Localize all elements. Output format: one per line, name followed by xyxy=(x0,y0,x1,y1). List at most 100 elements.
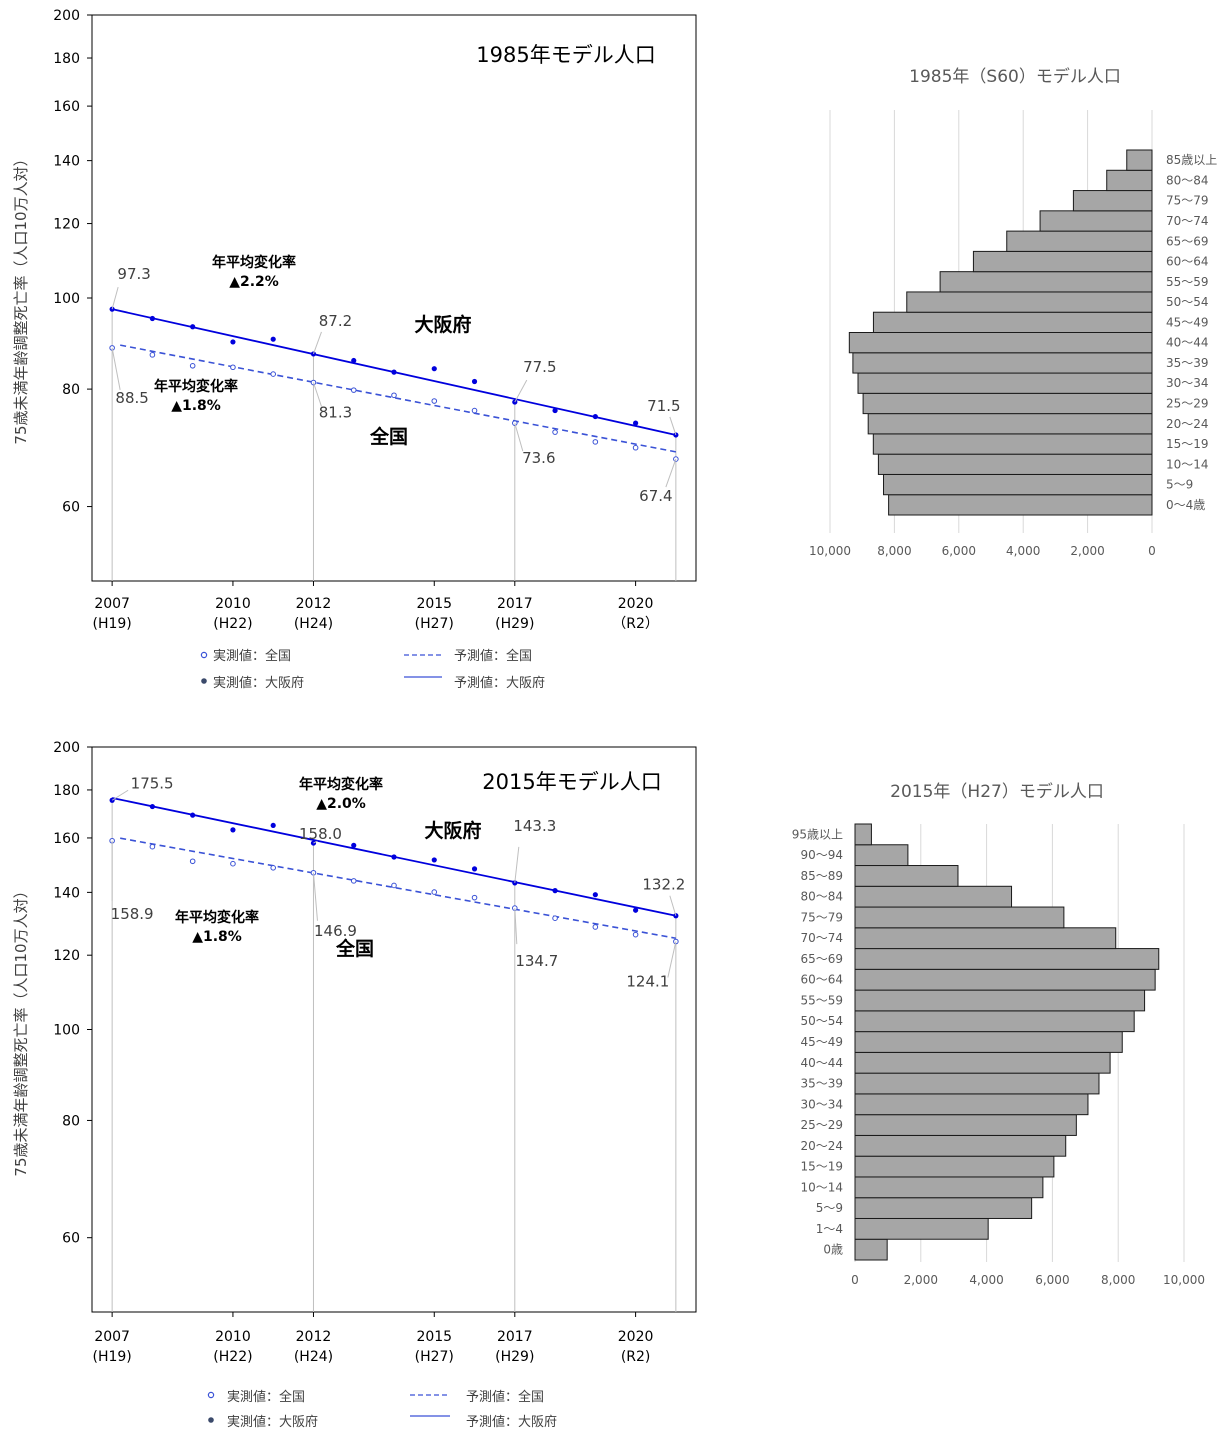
category-label: 40～44 xyxy=(1166,336,1209,350)
point-osaka xyxy=(230,339,236,345)
point-national xyxy=(632,444,639,451)
population-bar xyxy=(883,473,1153,496)
legend-marker-observed-osaka xyxy=(201,678,207,684)
population-bar xyxy=(872,311,1153,334)
point-national xyxy=(632,931,639,938)
point-osaka xyxy=(109,797,115,803)
category-label: 40～44 xyxy=(800,1056,843,1070)
population-bar xyxy=(854,989,1146,1012)
category-label: 15～19 xyxy=(1166,437,1209,451)
point-osaka xyxy=(190,812,196,818)
x-tick-year: 2017 xyxy=(497,1329,533,1345)
legend-marker-observed-national xyxy=(207,1391,215,1399)
population-bar xyxy=(854,906,1065,929)
chart-title: 1985年モデル人口 xyxy=(476,43,655,67)
data-label: 71.5 xyxy=(647,397,680,415)
point-national xyxy=(431,398,438,404)
x-tick-era: (H24) xyxy=(294,1349,333,1365)
point-osaka xyxy=(633,420,639,426)
point-osaka xyxy=(391,854,397,860)
x-tick-label: 10,000 xyxy=(1163,1273,1205,1287)
point-national xyxy=(270,371,277,377)
y-tick-label: 80 xyxy=(62,382,80,398)
point-osaka xyxy=(592,892,598,898)
data-label: 158.9 xyxy=(111,905,154,923)
point-national xyxy=(189,362,196,369)
point-national xyxy=(270,864,277,871)
point-national xyxy=(350,878,357,884)
population-bar xyxy=(854,1155,1055,1178)
category-label: 55～59 xyxy=(800,993,843,1007)
x-tick-year: 2010 xyxy=(215,596,251,612)
population-bar xyxy=(854,948,1160,970)
x-tick-era: (H19) xyxy=(93,1349,132,1365)
line-chart-1985: 60 80 100 120 140 160 180 200 2007 (H19) 2010 (H22… xyxy=(12,8,697,691)
legend: 実測値：全国 実測値：大阪府 予測値：全国 予測値：大阪府 xyxy=(200,648,545,691)
category-label: 65～69 xyxy=(800,952,843,966)
y-tick-label: 60 xyxy=(62,1231,80,1247)
point-national xyxy=(431,889,438,895)
point-national xyxy=(391,882,397,889)
plot-frame xyxy=(91,14,697,582)
data-label: 97.3 xyxy=(117,265,150,283)
annotation-osaka-rate-title: 年平均変化率 xyxy=(299,776,383,793)
y-tick-label: 140 xyxy=(53,154,80,170)
y-tick-label: 80 xyxy=(62,1113,80,1129)
point-national xyxy=(391,392,397,399)
point-osaka xyxy=(673,913,679,919)
category-label: 60～64 xyxy=(1166,255,1209,269)
data-label: 77.5 xyxy=(523,358,556,376)
point-national xyxy=(350,387,357,393)
data-label-leader xyxy=(312,872,318,921)
point-osaka xyxy=(552,407,558,414)
annotation-osaka-rate-value: ▲2.2% xyxy=(229,274,279,290)
category-label: 60～64 xyxy=(800,973,843,987)
population-bar xyxy=(854,1197,1033,1219)
category-label: 35～39 xyxy=(800,1077,843,1091)
x-tick-era: (H19) xyxy=(93,616,132,632)
plot-frame xyxy=(91,746,697,1313)
x-tick-label: 6,000 xyxy=(1035,1273,1069,1287)
category-label: 50～54 xyxy=(800,1014,843,1028)
x-tick-year: 2020 xyxy=(618,596,654,612)
data-label: 73.6 xyxy=(522,449,555,467)
population-bar xyxy=(854,885,1013,908)
point-national xyxy=(471,894,478,901)
point-osaka xyxy=(190,324,196,330)
x-tick-label: 10,000 xyxy=(809,544,851,558)
y-tick-label: 160 xyxy=(53,831,80,847)
trend-line-national xyxy=(120,837,677,940)
x-tick-year: 2020 xyxy=(618,1329,654,1345)
point-osaka xyxy=(351,357,357,364)
x-tick-year: 2012 xyxy=(296,596,332,612)
series-label-national: 全国 xyxy=(369,425,408,448)
point-national xyxy=(592,439,599,445)
y-tick-label: 100 xyxy=(53,291,80,307)
point-osaka xyxy=(270,336,276,342)
point-national xyxy=(230,860,236,867)
line-chart-2015: 60 80 100 120 140 160 180 200 2007 (H19) 2010 (H22… xyxy=(12,740,697,1429)
population-bar xyxy=(888,494,1153,516)
x-tick-era: (H24) xyxy=(294,616,333,632)
x-tick-year: 2012 xyxy=(296,1329,332,1345)
data-label-leader xyxy=(514,379,528,403)
population-bar xyxy=(854,1238,888,1261)
point-osaka xyxy=(149,803,155,810)
x-tick-label: 0 xyxy=(1148,544,1156,558)
population-bar xyxy=(872,433,1153,455)
population-bar xyxy=(854,1114,1077,1136)
category-label: 50～54 xyxy=(1166,295,1209,309)
series-label-national: 全国 xyxy=(335,937,374,960)
legend-predicted-national: 予測値：全国 xyxy=(466,1389,544,1405)
category-label: 45～49 xyxy=(800,1035,843,1049)
population-bar xyxy=(1126,149,1153,171)
population-bar xyxy=(854,865,959,887)
category-label: 85歳以上 xyxy=(1166,153,1217,167)
data-label: 175.5 xyxy=(131,774,174,792)
point-national xyxy=(471,407,478,414)
data-label-leader xyxy=(312,382,322,407)
category-label: 0歳 xyxy=(823,1243,843,1257)
x-tick-label: 2,000 xyxy=(1070,544,1104,558)
category-label: 45～49 xyxy=(1166,315,1209,329)
